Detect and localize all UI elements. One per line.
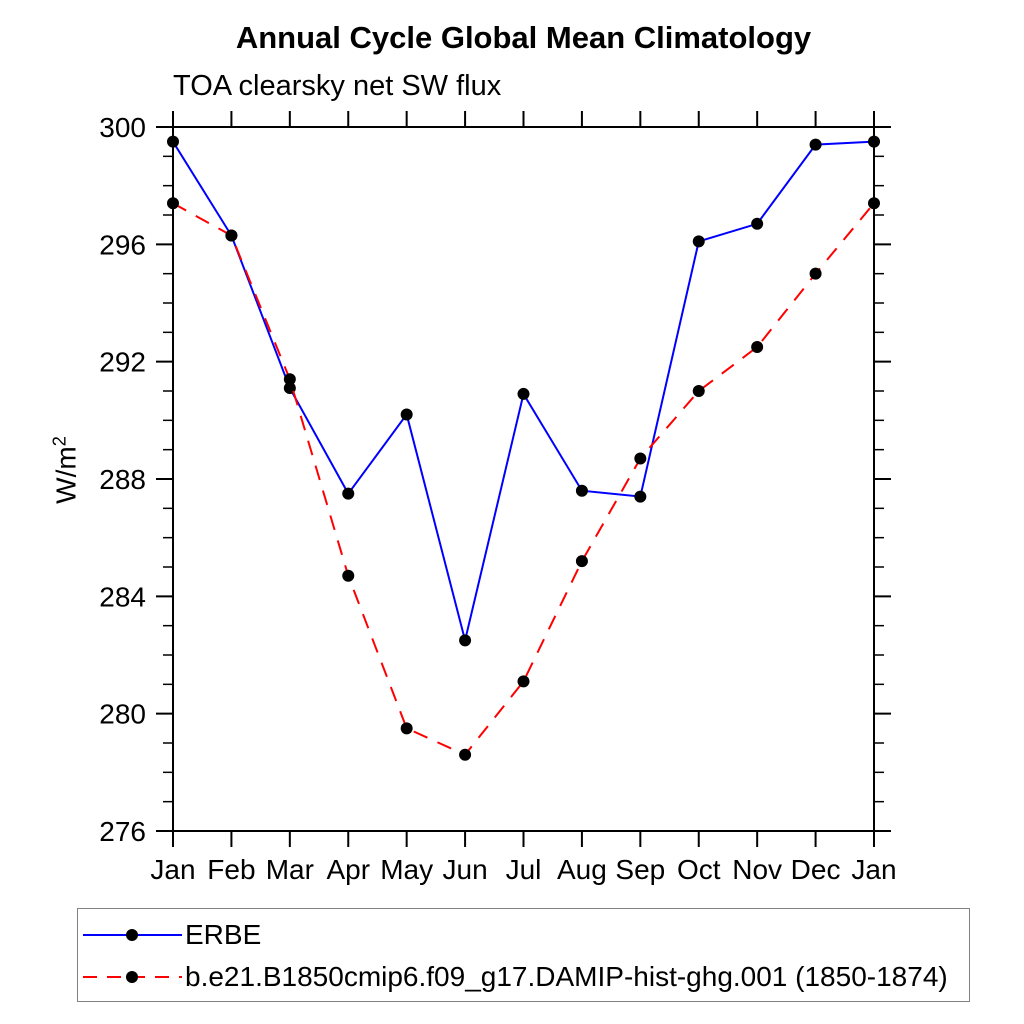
- x-axis-tick-label: May: [380, 854, 433, 885]
- x-axis-tick-label: Jan: [851, 854, 896, 885]
- x-axis-tick-label: Dec: [791, 854, 841, 885]
- legend-entry-model: b.e21.B1850cmip6.f09_g17.DAMIP-hist-ghg.…: [80, 961, 948, 993]
- series-0-marker: [868, 135, 880, 148]
- series-1-marker: [459, 748, 472, 761]
- chart-title: Annual Cycle Global Mean Climatology: [235, 20, 812, 55]
- series-0-marker: [692, 235, 705, 248]
- x-axis-tick-label: Jun: [443, 854, 488, 885]
- legend-label-erbe: ERBE: [185, 919, 262, 950]
- series-0-marker: [400, 408, 413, 421]
- series-0-marker: [575, 484, 588, 497]
- x-axis-tick-label: Oct: [677, 854, 721, 885]
- legend-swatch-solid-line: [83, 929, 182, 941]
- x-axis-tick-label: Feb: [207, 854, 255, 885]
- series-0-marker: [517, 387, 530, 400]
- y-axis-tick-label: 280: [99, 699, 146, 730]
- series-1-marker: [868, 197, 880, 210]
- series-0-marker: [751, 217, 764, 230]
- y-axis-tick-label: 288: [99, 464, 146, 495]
- series-1-marker: [692, 385, 705, 397]
- series-1-marker: [283, 373, 296, 386]
- series-1-marker: [575, 555, 588, 568]
- legend-box: ERBE b.e21.B1850cmip6.f09_g17.DAMIP-hist…: [77, 908, 970, 1002]
- series-0-marker: [342, 487, 355, 500]
- x-axis-tick-label: Aug: [557, 854, 607, 885]
- y-axis-tick-label: 276: [99, 816, 146, 847]
- series-0-marker: [459, 634, 472, 647]
- x-axis-tick-label: Sep: [615, 854, 665, 885]
- x-axis-tick-label: Nov: [732, 854, 782, 885]
- series-1-marker: [167, 197, 179, 210]
- x-axis-tick-label: Jul: [506, 854, 542, 885]
- plot-frame: [172, 126, 875, 832]
- x-axis-tick-label: Mar: [266, 854, 314, 885]
- x-axis-tick-label: Apr: [326, 854, 370, 885]
- y-axis-tick-label: 296: [99, 229, 146, 260]
- legend-label-model: b.e21.B1850cmip6.f09_g17.DAMIP-hist-ghg.…: [185, 961, 948, 992]
- series-1-marker: [751, 341, 764, 353]
- series-1-marker: [400, 722, 413, 735]
- series-1-marker: [225, 229, 238, 242]
- series-1-marker: [342, 569, 355, 582]
- series-1-marker: [517, 675, 530, 688]
- chart-subtitle: TOA clearsky net SW flux: [173, 70, 502, 102]
- y-axis-tick-label: 284: [99, 581, 146, 612]
- series-line-1: [172, 202, 875, 756]
- series-1-marker: [809, 267, 822, 280]
- y-axis-tick-label: 300: [99, 112, 146, 143]
- series-1-marker: [634, 452, 647, 465]
- series-0-marker: [167, 135, 179, 148]
- legend-entry-erbe: ERBE: [80, 919, 261, 951]
- x-axis-tick-label: Jan: [150, 854, 195, 885]
- series-0-marker: [809, 138, 822, 151]
- legend-swatch-dashed-line: [83, 971, 182, 983]
- y-axis-tick-label: 292: [99, 347, 146, 378]
- series-0-marker: [634, 490, 647, 503]
